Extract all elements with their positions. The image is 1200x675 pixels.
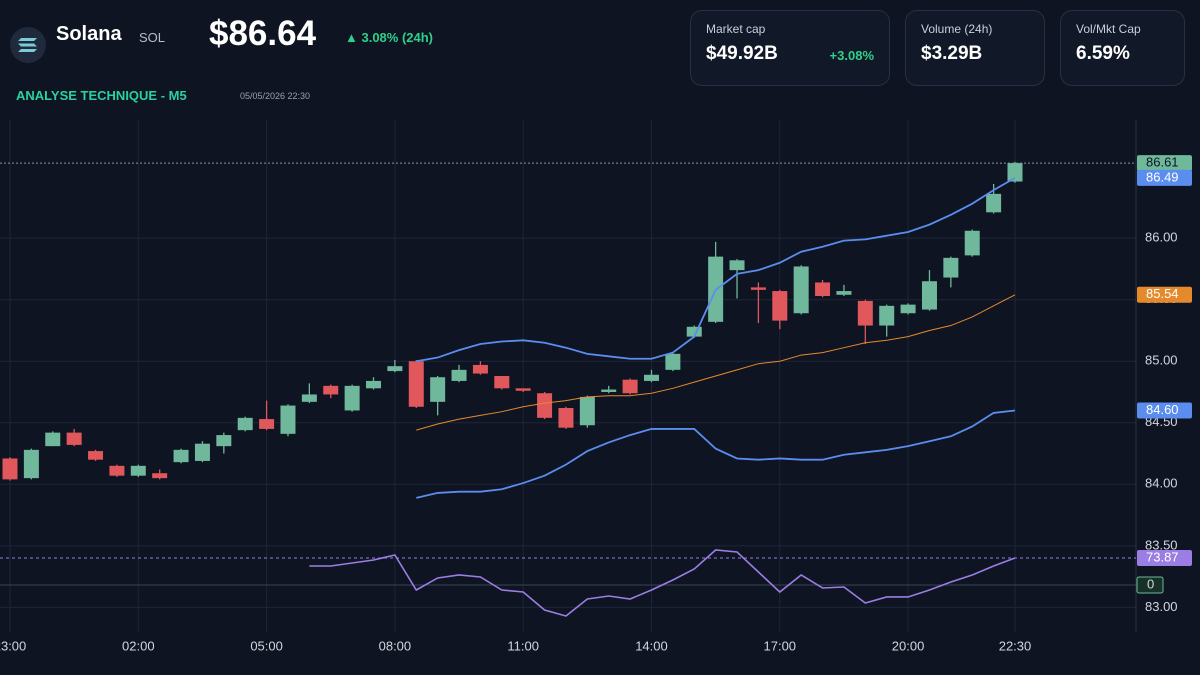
price-label-box: [1137, 402, 1192, 419]
candle-body: [622, 379, 638, 394]
candle-body: [366, 380, 382, 389]
y2-tick-box: [1136, 576, 1164, 594]
candle-body: [494, 376, 510, 389]
price-label: 85.54: [1146, 286, 1179, 301]
candle-body: [237, 417, 253, 431]
price-label-box: [1137, 169, 1192, 186]
y-tick-label: 84.00: [1145, 476, 1178, 491]
candle-body: [23, 449, 39, 479]
timestamp: 05/05/2026 22:30: [240, 91, 311, 101]
candle-body: [408, 361, 424, 407]
indicator-line: [416, 177, 1016, 363]
coin-symbol: SOL: [139, 30, 166, 45]
price-label: 84.60: [1146, 402, 1179, 417]
price-label: 73.87: [1146, 549, 1179, 564]
x-tick-label: 17:00: [764, 638, 797, 653]
indicator-line: [416, 294, 1016, 431]
price-label: 86.61: [1146, 155, 1179, 170]
x-tick-label: 20:00: [892, 638, 925, 653]
indicator-line: [309, 549, 1016, 617]
candle-body: [900, 304, 916, 314]
candle-body: [451, 369, 467, 381]
candle-body: [964, 230, 980, 256]
price: $86.64: [209, 14, 317, 53]
x-tick-label: 08:00: [379, 638, 412, 653]
candle-body: [686, 326, 702, 337]
stat-label: Volume (24h): [921, 22, 993, 36]
price-label-box: [1137, 549, 1192, 566]
candle-body: [194, 443, 210, 461]
candle-body: [216, 435, 232, 447]
x-tick-label: 11:00: [507, 638, 539, 653]
price-label: 86.49: [1146, 169, 1179, 184]
candle-body: [430, 377, 446, 402]
price-label-box: [1137, 286, 1192, 303]
candle-body: [1007, 163, 1023, 182]
stat-value: $49.92B: [706, 43, 778, 64]
x-tick-label: 22:30: [999, 638, 1032, 653]
section-title: ANALYSE TECHNIQUE - M5: [16, 88, 187, 103]
candle-body: [45, 432, 61, 447]
candle-body: [579, 396, 595, 426]
candle-body: [173, 449, 189, 463]
candle-body: [836, 291, 852, 295]
candle-body: [537, 393, 553, 418]
candle-body: [109, 465, 125, 476]
candle-body: [280, 405, 296, 434]
x-tick-label: 23:00: [0, 638, 26, 653]
candle-body: [729, 260, 745, 271]
candle-body: [750, 287, 766, 290]
price-label-box: [1137, 155, 1192, 172]
candle-body: [943, 257, 959, 278]
coin-name: Solana: [56, 23, 122, 45]
candle-body: [152, 473, 168, 479]
candle-body: [857, 300, 873, 326]
candle-body: [88, 451, 104, 460]
logo: [10, 27, 46, 63]
candle-body: [921, 281, 937, 310]
x-tick-label: 02:00: [122, 638, 155, 653]
stat-card: Volume (24h) $3.29B: [905, 10, 1045, 86]
candle-body: [601, 389, 617, 392]
candle-body: [323, 385, 339, 395]
stat-change: +3.08%: [829, 48, 874, 63]
candle-body: [259, 419, 275, 429]
indicator-line: [416, 409, 1016, 499]
candle-body: [130, 465, 146, 476]
x-tick-label: 05:00: [250, 638, 283, 653]
candle-body: [986, 193, 1002, 213]
stat-label: Market cap: [706, 22, 766, 36]
candle-body: [815, 282, 831, 296]
y-tick-label: 86.00: [1145, 230, 1178, 245]
candle-body: [879, 305, 895, 326]
candle-body: [66, 432, 82, 445]
candle-body: [665, 353, 681, 370]
stat-value: 6.59%: [1076, 43, 1130, 64]
stat-label: Vol/Mkt Cap: [1076, 22, 1141, 36]
stat-card: Market cap $49.92B +3.08%: [690, 10, 890, 86]
candle-body: [344, 385, 360, 411]
candle-body: [515, 388, 531, 391]
x-tick-label: 14:00: [635, 638, 668, 653]
y-tick-label: 83.50: [1145, 537, 1178, 552]
stat-card: Vol/Mkt Cap 6.59%: [1060, 10, 1185, 86]
candle-body: [472, 364, 488, 374]
candle-body: [793, 266, 809, 314]
candle-body: [558, 408, 574, 428]
price-change: ▲ 3.08% (24h): [345, 30, 434, 45]
candle-body: [643, 374, 659, 381]
candle-body: [301, 394, 317, 402]
candle-body: [772, 291, 788, 321]
candle-body: [387, 366, 403, 372]
y2-tick-label: 0: [1147, 576, 1154, 591]
stat-value: $3.29B: [921, 43, 983, 64]
y-tick-label: 85.00: [1145, 353, 1178, 368]
y-tick-label: 83.00: [1145, 599, 1178, 614]
candle-body: [2, 458, 18, 480]
